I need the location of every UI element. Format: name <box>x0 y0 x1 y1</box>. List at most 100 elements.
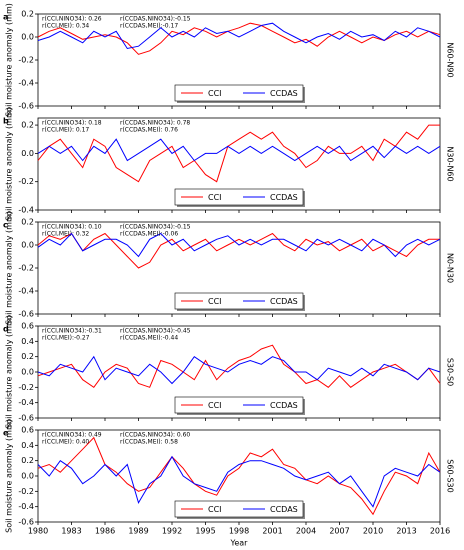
y-tick-label: -0.4 <box>18 398 34 407</box>
data-line <box>37 138 441 162</box>
y-axis-label: Soil moisture anomaly (mm) <box>5 3 14 117</box>
region-label: S30-S0 <box>446 358 455 386</box>
correlation-stat: r(CCI,MEI): 0.32 <box>42 231 89 238</box>
x-axis-label: Year <box>230 539 249 548</box>
y-tick-label: 0.2 <box>21 121 34 130</box>
panel-letter: b <box>3 117 9 126</box>
x-tick-label: 1980 <box>28 527 48 536</box>
y-tick-label: 0.6 <box>21 322 34 331</box>
y-axis-label: Soil moisture anomaly (mm) <box>5 211 14 325</box>
y-tick-label: -0.2 <box>18 264 34 273</box>
data-line <box>37 232 440 269</box>
y-tick-label: -0.4 <box>18 206 34 215</box>
correlation-stat: r(CCDAS,MEI):-0.44 <box>120 335 178 342</box>
data-line <box>37 22 441 55</box>
legend-label: CCDAS <box>270 505 298 514</box>
y-tick-label: 0.0 <box>21 241 34 250</box>
legend-box <box>174 84 304 102</box>
x-tick-label: 2016 <box>430 527 450 536</box>
correlation-stat: r(CCDAS,NINO34): 0.60 <box>120 432 190 439</box>
correlation-stat: r(CCI,MEI):-0.27 <box>42 335 90 342</box>
correlation-stat: r(CCDAS,NINO34):-0.15 <box>120 224 191 231</box>
correlation-stat: r(CCI,NINO34): 0.18 <box>42 120 102 127</box>
legend-box <box>174 188 304 206</box>
y-tick-label: 0.4 <box>21 337 34 346</box>
y-tick-label: -0.6 <box>18 518 34 527</box>
data-line <box>37 22 441 50</box>
y-tick-label: -0.4 <box>18 79 34 88</box>
correlation-stat: r(CCI,MEI): 0.17 <box>42 127 89 134</box>
y-tick-label: 0.0 <box>21 33 34 42</box>
y-axis-label: Soil moisture anomaly (mm) <box>5 315 14 429</box>
legend-label: CCI <box>208 401 222 410</box>
x-tick-label: 1986 <box>95 527 115 536</box>
x-tick-label: 2007 <box>329 527 349 536</box>
panel-letter: e <box>3 429 9 438</box>
legend-label: CCDAS <box>270 193 298 202</box>
y-tick-label: -0.6 <box>18 102 34 111</box>
legend-box <box>174 396 304 414</box>
x-tick-label: 2004 <box>296 527 316 536</box>
correlation-stat: r(CCI,MEI): 0.40 <box>42 439 89 446</box>
y-tick-label: -0.2 <box>18 56 34 65</box>
y-axis-label: Soil moisture anomaly (mm) <box>5 419 14 533</box>
panel-letter: d <box>3 325 9 334</box>
data-line <box>37 355 441 385</box>
x-tick-label: 2013 <box>396 527 416 536</box>
y-tick-label: 0.4 <box>21 441 34 450</box>
data-line <box>37 455 441 508</box>
y-tick-label: 0.0 <box>21 368 34 377</box>
legend-label: CCDAS <box>270 401 298 410</box>
y-tick-label: -0.2 <box>18 487 34 496</box>
correlation-stat: r(CCDAS,MEI):-0.17 <box>120 23 178 30</box>
region-label: S60-S30 <box>446 459 455 492</box>
y-tick-label: -0.6 <box>18 414 34 423</box>
legend-label: CCI <box>208 193 222 202</box>
correlation-stat: r(CCDAS,NINO34):-0.45 <box>120 328 191 335</box>
region-label: N0-N30 <box>446 253 455 283</box>
legend-label: CCI <box>208 297 222 306</box>
y-tick-label: 0.0 <box>21 149 34 158</box>
correlation-stat: r(CCI,NINO34): 0.10 <box>42 224 102 231</box>
panel-letter: c <box>3 221 8 230</box>
data-line <box>37 344 441 388</box>
correlation-stat: r(CCDAS,NINO34):-0.15 <box>120 16 191 23</box>
x-tick-label: 1992 <box>162 527 182 536</box>
y-tick-label: 0.2 <box>21 218 34 227</box>
region-label: N30-N60 <box>446 146 455 181</box>
correlation-stat: r(CCI,NINO34):-0.31 <box>42 328 102 335</box>
x-tick-label: 1998 <box>229 527 249 536</box>
y-tick-label: 0.6 <box>21 426 34 435</box>
correlation-stat: r(CCI,MEI): 0.34 <box>42 23 89 30</box>
correlation-stat: r(CCDAS,NINO34): 0.78 <box>120 120 190 127</box>
panel-letter: a <box>3 13 8 22</box>
x-tick-label: 1995 <box>195 527 215 536</box>
y-tick-label: -0.2 <box>18 177 34 186</box>
legend-label: CCI <box>208 89 222 98</box>
x-tick-label: 1989 <box>128 527 148 536</box>
y-axis-label: Soil moisture anomaly (mm) <box>5 107 14 221</box>
y-tick-label: 0.2 <box>21 10 34 19</box>
correlation-stat: r(CCDAS,MEI):-0.06 <box>120 231 178 238</box>
legend-label: CCDAS <box>270 89 298 98</box>
data-line <box>37 232 441 258</box>
y-tick-label: -0.4 <box>18 287 34 296</box>
legend-label: CCDAS <box>270 297 298 306</box>
region-label: N60-N90 <box>446 42 455 77</box>
y-tick-label: -0.2 <box>18 383 34 392</box>
x-tick-label: 1983 <box>61 527 81 536</box>
y-tick-label: 0.2 <box>21 352 34 361</box>
legend-label: CCI <box>208 505 222 514</box>
y-tick-label: -0.6 <box>18 310 34 319</box>
correlation-stat: r(CCDAS,MEI): 0.58 <box>120 439 178 446</box>
correlation-stat: r(CCI,NINO34): 0.26 <box>42 16 102 23</box>
data-line <box>37 124 440 183</box>
x-tick-label: 2001 <box>262 527 282 536</box>
correlation-stat: r(CCDAS,MEI): 0.76 <box>120 127 178 134</box>
x-tick-label: 2010 <box>363 527 383 536</box>
correlation-stat: r(CCI,NINO34): 0.49 <box>42 432 102 439</box>
legend-box <box>174 500 304 518</box>
legend-box <box>174 292 304 310</box>
y-tick-label: 0.2 <box>21 456 34 465</box>
